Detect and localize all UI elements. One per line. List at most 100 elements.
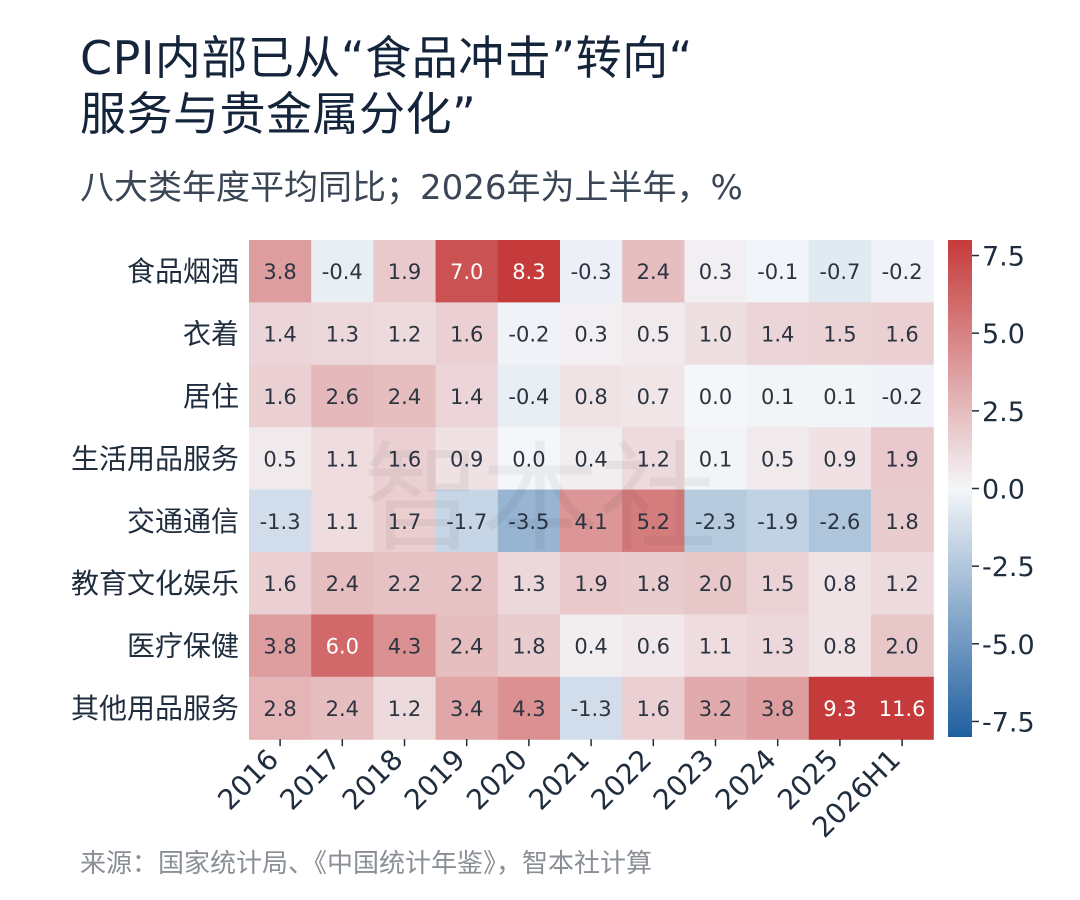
column-label: 2018 (336, 743, 410, 817)
cell-value-label: -2.6 (819, 510, 860, 534)
heatmap-cell (311, 240, 374, 303)
heatmap-cell (311, 364, 374, 428)
cell-value-label: 1.2 (388, 697, 421, 721)
heatmap-cell (560, 302, 623, 366)
heatmap-cell (497, 676, 561, 740)
heatmap-cell (684, 427, 748, 491)
cell-value-label: -2.3 (695, 510, 736, 534)
heatmap-cell (622, 427, 685, 491)
heatmap-cell (373, 676, 437, 740)
cell-value-label: 2.4 (388, 385, 421, 409)
cell-value-label: 0.1 (699, 447, 732, 471)
heatmap-cell (808, 364, 872, 428)
cell-value-label: -0.4 (322, 260, 363, 284)
column-label: 2024 (709, 743, 783, 817)
heatmap-cell (249, 676, 312, 740)
cell-value-label: 1.9 (388, 260, 421, 284)
column-label: 2020 (460, 743, 534, 817)
heatmap-cell (435, 552, 499, 615)
column-label: 2023 (647, 743, 721, 817)
colorbar-tick-label: 7.5 (982, 242, 1025, 273)
row-label: 教育文化娱乐 (71, 567, 239, 600)
heatmap-cell (871, 240, 934, 303)
heatmap-cell (373, 240, 437, 303)
heatmap-cell (808, 240, 872, 303)
heatmap-cell (684, 240, 748, 303)
row-label: 居住 (183, 380, 239, 413)
heatmap-cell (871, 614, 934, 678)
cell-value-label: 3.8 (761, 697, 794, 721)
column-label: 2022 (585, 743, 659, 817)
heatmap-cell (808, 614, 872, 678)
cell-value-label: 1.4 (263, 323, 296, 347)
heatmap-cell (746, 676, 810, 740)
cell-value-label: -1.9 (757, 510, 798, 534)
heatmap-cell (808, 552, 872, 615)
colorbar-tick-label: 2.5 (982, 397, 1025, 428)
heatmap-cell (808, 302, 872, 366)
row-label: 其他用品服务 (71, 692, 239, 725)
row-label: 交通通信 (127, 505, 239, 538)
cell-value-label: 1.0 (699, 323, 732, 347)
heatmap-cell (622, 302, 685, 366)
heatmap-cell (746, 302, 810, 366)
cell-value-label: -0.4 (508, 385, 549, 409)
cell-value-label: -0.7 (819, 260, 860, 284)
heatmap-cell (435, 614, 499, 678)
cell-value-label: 2.0 (885, 635, 918, 659)
row-label: 衣着 (183, 318, 239, 351)
cell-value-label: 1.6 (885, 323, 918, 347)
heatmap-cell (373, 552, 437, 615)
heatmap-cell (497, 614, 561, 678)
heatmap-cell (497, 302, 561, 366)
heatmap-cell (684, 614, 748, 678)
heatmap-cell (435, 302, 499, 366)
column-label: 2019 (398, 743, 472, 817)
cell-value-label: 1.1 (699, 635, 732, 659)
cell-value-label: 1.4 (761, 323, 794, 347)
colorbar-tick-label: 0.0 (982, 475, 1025, 506)
heatmap-cell (684, 676, 748, 740)
heatmap-cell (373, 489, 437, 553)
colorbar-tick-label: 5.0 (982, 319, 1025, 350)
cell-value-label: 0.7 (637, 385, 670, 409)
cell-value-label: 1.5 (761, 572, 794, 596)
row-label: 生活用品服务 (71, 442, 239, 475)
cell-value-label: -1.3 (260, 510, 301, 534)
cell-value-label: 0.5 (761, 447, 794, 471)
heatmap-cell (871, 302, 934, 366)
cell-value-label: 0.8 (823, 635, 856, 659)
cell-value-label: 0.1 (761, 385, 794, 409)
cell-value-label: 1.6 (388, 447, 421, 471)
cell-value-label: 1.2 (885, 572, 918, 596)
cell-value-label: 2.2 (388, 572, 421, 596)
heatmap-cell (622, 240, 685, 303)
cell-value-label: 0.1 (823, 385, 856, 409)
heatmap-cell (435, 676, 499, 740)
cell-value-label: 2.0 (699, 572, 732, 596)
cell-value-label: 4.1 (574, 510, 607, 534)
cell-value-label: 0.6 (637, 635, 670, 659)
heatmap-cell (373, 427, 437, 491)
heatmap-cell (249, 552, 312, 615)
heatmap-cell (746, 240, 810, 303)
cell-value-label: 0.8 (574, 385, 607, 409)
cell-value-label: 1.6 (450, 323, 483, 347)
cell-value-label: -0.3 (571, 260, 612, 284)
heatmap-cell (746, 614, 810, 678)
heatmap-cell (560, 427, 623, 491)
heatmap-cell (311, 427, 374, 491)
cell-value-label: 1.5 (823, 323, 856, 347)
heatmap-cell (249, 427, 312, 491)
cell-value-label: 1.2 (388, 323, 421, 347)
cell-value-label: 8.3 (512, 260, 545, 284)
heatmap-cell (435, 489, 499, 553)
cell-value-label: 2.4 (326, 572, 359, 596)
cell-value-label: 4.3 (388, 635, 421, 659)
column-label: 2016 (211, 743, 285, 817)
cell-value-label: 6.0 (326, 635, 359, 659)
heatmap-cell (622, 364, 685, 428)
cell-value-label: 9.3 (823, 697, 856, 721)
heatmap-cell (311, 489, 374, 553)
